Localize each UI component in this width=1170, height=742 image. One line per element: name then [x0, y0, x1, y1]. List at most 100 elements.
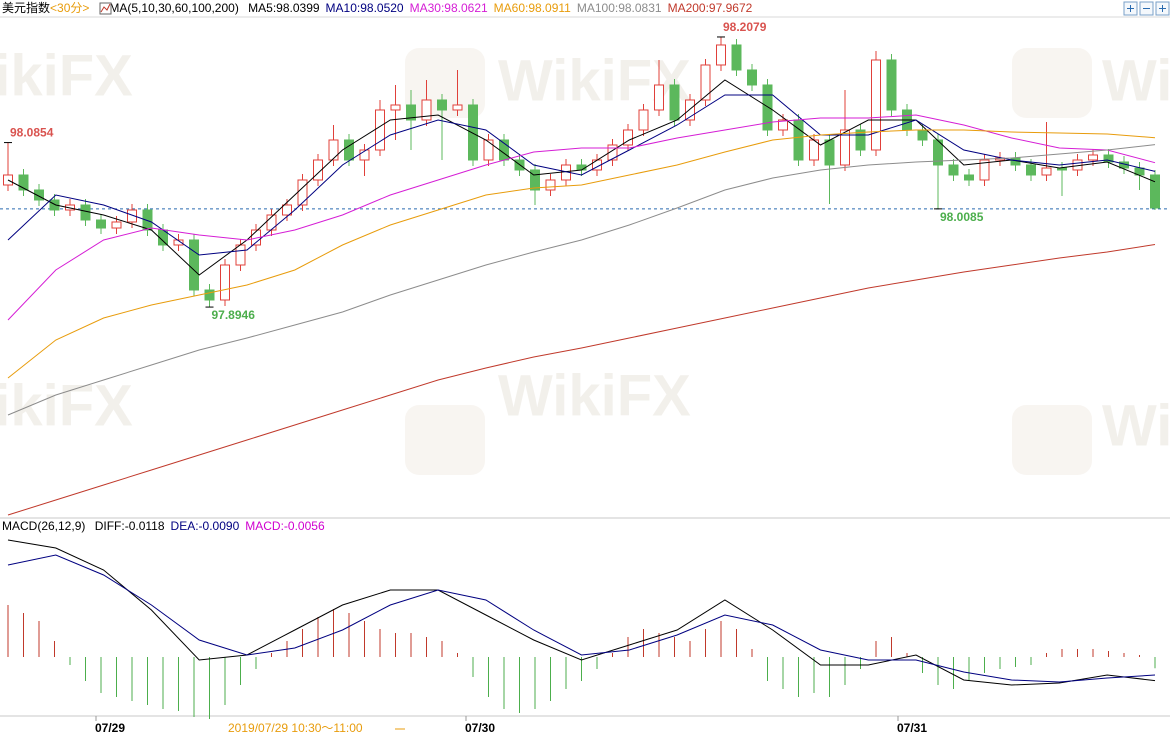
candle-body [917, 129, 928, 141]
macd-title: MACD(26,12,9) [2, 519, 85, 533]
macd-header: MACD(26,12,9) DIFF:-0.0118 DEA:-0.0090 MAC… [2, 519, 325, 533]
watermark: WikiFX [1102, 393, 1170, 458]
x-tick-label: 07/30 [465, 721, 495, 735]
candle-body [871, 59, 881, 151]
tool-glyph [1127, 5, 1134, 12]
candle-body [297, 179, 308, 206]
candle-body [700, 64, 711, 101]
indicator-icon-glyph [100, 3, 111, 13]
watermark: WikiFX [498, 363, 691, 428]
candle-body [3, 174, 13, 186]
candle-body [716, 44, 726, 66]
candle-body [669, 84, 680, 121]
x-tick-label: 07/31 [897, 721, 927, 735]
legend-entry: MA30:98.0621 [410, 1, 488, 15]
candle-body [1088, 154, 1098, 161]
candle-body [685, 99, 695, 121]
tool-glyph [1159, 5, 1166, 12]
macd-line [7, 539, 1156, 686]
macd-legend-entry: DEA:-0.0090 [171, 519, 240, 533]
candle-body [282, 204, 292, 216]
annotation-label: 98.0854 [10, 126, 54, 140]
candle-body [979, 159, 990, 181]
candle-body [607, 144, 618, 161]
ma-line [7, 144, 1156, 416]
watermark: WikiFX [0, 373, 133, 438]
annotation-label: 98.2079 [723, 20, 767, 34]
candle-body [1150, 174, 1160, 209]
candle-body [762, 84, 773, 131]
candle-body [80, 204, 91, 221]
candle-body [142, 209, 153, 231]
annotation-label: 97.8946 [212, 308, 256, 322]
candle-body [933, 139, 943, 166]
indicator: MA(5,10,30,60,100,200) [109, 1, 238, 15]
period: <30分> [50, 1, 89, 15]
candle-body [840, 129, 850, 166]
candle-body [18, 174, 29, 191]
candle-body [34, 189, 44, 201]
candle-body [778, 119, 788, 131]
candle-body [1026, 164, 1036, 176]
candle-body [204, 289, 215, 301]
chart-title: 美元指数 [2, 0, 50, 15]
candle-body [855, 129, 866, 151]
candle-body [1041, 167, 1052, 176]
legend-entry: MA100:98.0831 [577, 1, 662, 15]
legend-entry: MA10:98.0520 [326, 1, 404, 15]
candle-body [638, 109, 649, 131]
candle-body [824, 139, 835, 166]
candle-body [437, 99, 447, 111]
ma-line [7, 94, 1156, 256]
candle-body [173, 239, 184, 246]
candle-body [127, 209, 137, 223]
cursor-label: 2019/07/29 10:30～11:00 [228, 721, 363, 735]
candle-body [111, 221, 122, 229]
legend-entry: MA60:98.0911 [494, 1, 571, 15]
candle-body [328, 139, 339, 161]
candle-body [964, 174, 974, 181]
ma-line [7, 114, 1156, 321]
watermark-logo [1012, 48, 1092, 118]
candle-body [49, 199, 60, 211]
candle-body [623, 129, 633, 146]
candle-body [886, 59, 897, 111]
header: 美元指数<30分> MA(5,10,30,60,100,200) MA5:98.0… [2, 0, 753, 15]
ma-line [7, 129, 1156, 379]
candle-body [747, 69, 757, 86]
ma-line [7, 79, 1156, 276]
candle-body [948, 164, 959, 176]
macd-legend-entry: MACD:-0.0056 [245, 519, 325, 533]
watermarks: WikiFX WikiFX WikiFX WikiFX WikiFX WikiF… [0, 43, 1170, 475]
candle-body [220, 264, 230, 301]
candle-body [452, 104, 463, 111]
watermark: WikiFX [0, 43, 133, 108]
candle-body [96, 219, 106, 229]
candle-body [235, 244, 246, 266]
candle-body [344, 139, 354, 161]
macd-legend-entry: DIFF:-0.0118 [95, 519, 165, 533]
candle-body [189, 239, 199, 291]
watermark: WikiFX [1102, 48, 1170, 113]
candle-body [359, 149, 370, 161]
candle-body [375, 109, 385, 151]
candle-body [530, 169, 540, 191]
candle-body [731, 44, 742, 71]
toolbar [1123, 1, 1170, 16]
watermark-logo [405, 405, 485, 475]
legend-entry: MA200:97.9672 [668, 1, 753, 15]
watermark-logo [1012, 405, 1092, 475]
legend-entry: MA5:98.0399 [248, 1, 320, 15]
candle-body [406, 104, 416, 121]
x-tick-label: 07/29 [95, 721, 125, 735]
candle-body [421, 99, 432, 121]
macd-line [7, 554, 1156, 683]
candle-body [468, 104, 478, 161]
candle-body [313, 159, 323, 181]
candle-body [390, 104, 401, 111]
annotation-label: 98.0085 [940, 210, 984, 224]
candle-body [483, 139, 494, 161]
ma-line [7, 244, 1156, 516]
candle-body [545, 179, 556, 191]
